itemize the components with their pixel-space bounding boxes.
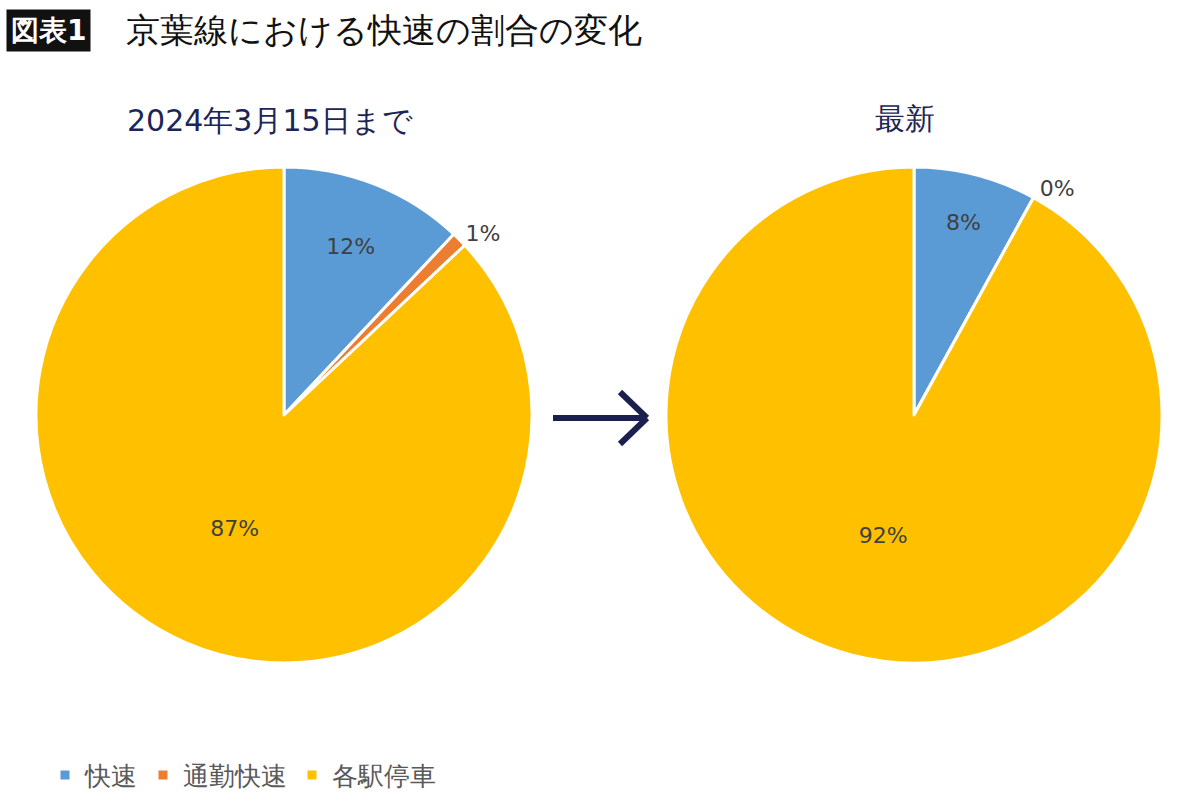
svg-text:2024年3月15日まで: 2024年3月15日まで <box>127 103 413 138</box>
svg-text:通勤快速: 通勤快速 <box>183 761 287 791</box>
svg-text:92%: 92% <box>859 523 908 548</box>
svg-text:87%: 87% <box>210 516 259 541</box>
svg-text:8%: 8% <box>946 210 981 235</box>
svg-text:最新: 最新 <box>875 101 935 136</box>
svg-text:各駅停車: 各駅停車 <box>332 761 436 791</box>
svg-text:京葉線における快速の割合の変化: 京葉線における快速の割合の変化 <box>126 10 642 50</box>
svg-text:快速: 快速 <box>84 761 137 791</box>
svg-text:図表1: 図表1 <box>11 14 86 47</box>
svg-text:1%: 1% <box>466 221 501 246</box>
svg-text:12%: 12% <box>326 234 375 259</box>
svg-text:0%: 0% <box>1040 176 1075 201</box>
